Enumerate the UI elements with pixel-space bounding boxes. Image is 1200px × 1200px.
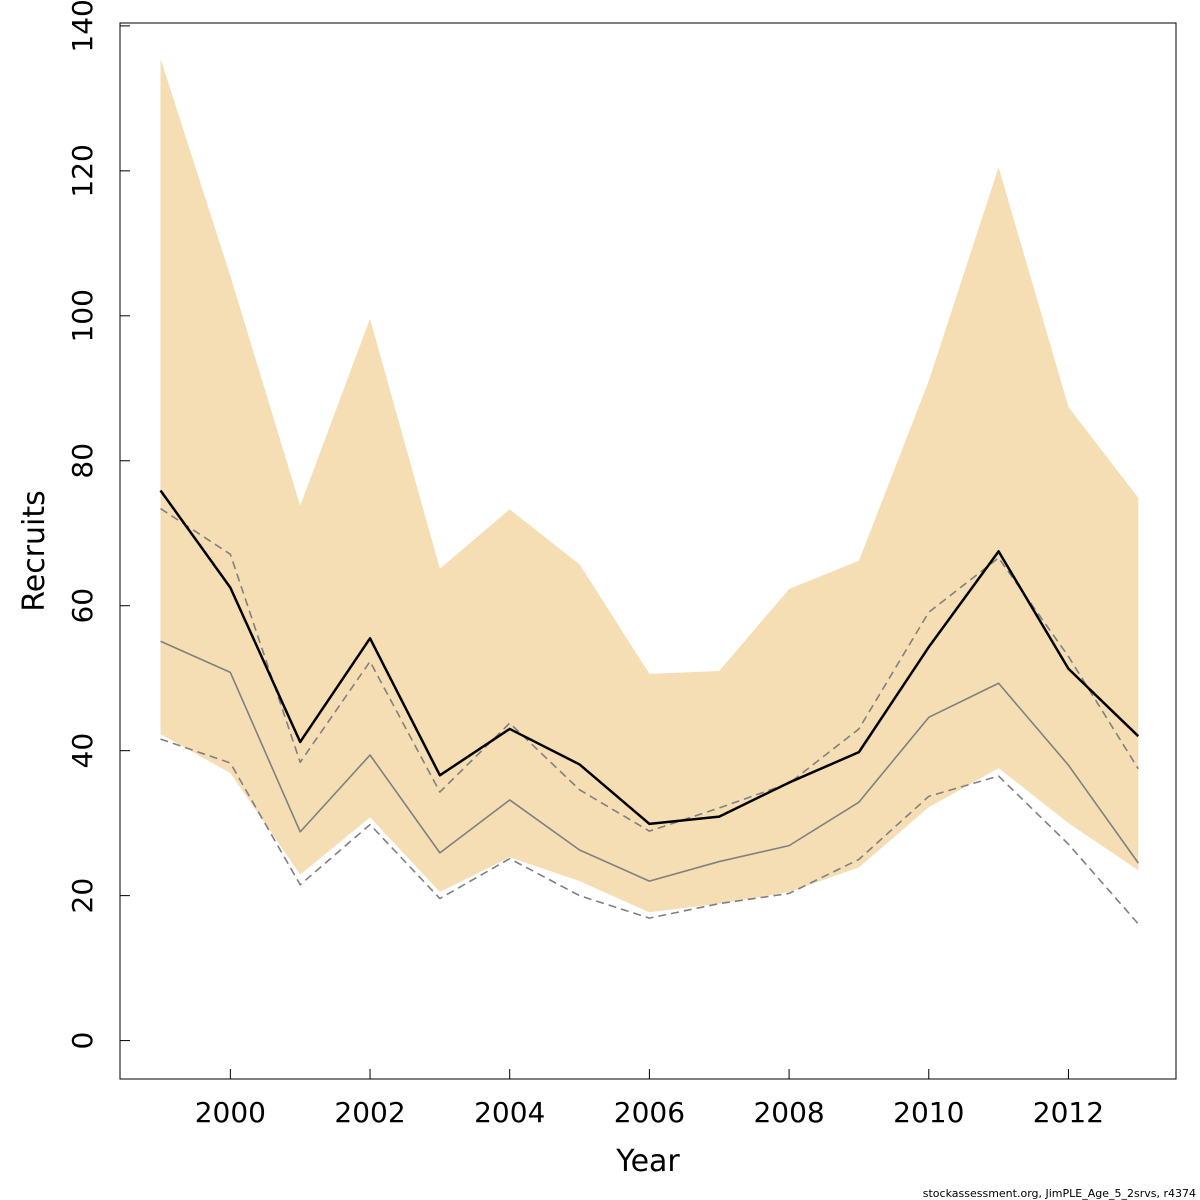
x-tick-label: 2010 [893,1096,964,1129]
x-tick-label: 2006 [614,1096,685,1129]
confidence-band [160,58,1139,913]
y-tick-label: 100 [66,289,99,342]
y-tick-label: 40 [66,733,99,769]
y-axis: 0 20 40 60 80 100 120 140 [66,0,130,1050]
series-line-4 [160,738,1139,925]
x-tick-label: 2008 [753,1096,824,1129]
x-tick-label: 2012 [1033,1096,1104,1129]
y-tick-label: 140 [66,0,99,53]
x-axis: 2000 2002 2004 2006 2008 2010 2012 [195,1069,1104,1129]
x-tick-label: 2002 [334,1096,405,1129]
x-tick-label: 2000 [195,1096,266,1129]
footer-note: stockassessment.org, JimPLE_Age_5_2srvs,… [923,1187,1196,1200]
confidence-band-layer [160,58,1139,913]
series-line-3 [160,507,1139,832]
y-tick-label: 0 [66,1032,99,1050]
x-tick-label: 2004 [474,1096,545,1129]
y-tick-label: 20 [66,878,99,914]
y-axis-title: Recruits [17,490,52,612]
plot-frame [119,22,1177,1080]
x-axis-title: Year [615,1144,680,1179]
y-tick-label: 80 [66,443,99,479]
series-line-1 [159,489,1140,826]
series-layer [159,489,1140,925]
y-tick-label: 120 [66,144,99,197]
y-tick-label: 60 [66,588,99,624]
series-line-2 [160,640,1139,882]
